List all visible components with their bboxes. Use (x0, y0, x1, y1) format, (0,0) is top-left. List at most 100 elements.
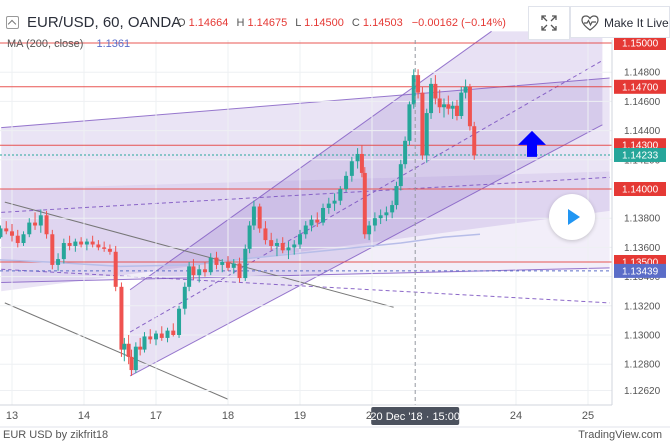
candle (429, 78, 434, 119)
candle-body (243, 248, 248, 279)
candle-body (119, 286, 124, 350)
candle-body (96, 244, 101, 248)
candle (10, 224, 14, 242)
price-axis[interactable]: 1.148001.146001.144001.142001.140001.138… (611, 36, 670, 405)
play-button[interactable] (549, 194, 595, 240)
candle-body (79, 241, 84, 245)
candle (243, 244, 248, 281)
candle-body (472, 126, 477, 156)
price-label: 1.13500 (622, 258, 659, 269)
open-value: 1.14664 (188, 17, 229, 29)
candle-body (10, 231, 14, 236)
candle (472, 121, 477, 160)
collapse-legend-icon[interactable] (6, 16, 19, 29)
candle (38, 209, 43, 233)
candle (433, 75, 438, 105)
low-label: L (295, 17, 302, 29)
candle-body (50, 234, 55, 265)
candle-body (0, 228, 3, 238)
candle-body (73, 241, 78, 246)
price-tick-label: 1.14800 (624, 68, 661, 79)
candle (122, 337, 127, 362)
candle-body (446, 104, 451, 109)
candle (61, 238, 66, 264)
candle-body (450, 105, 455, 109)
candle-body (411, 75, 416, 105)
ma-legend[interactable]: MA (200, close) 1.1361 (7, 38, 130, 50)
candle-body (459, 92, 464, 116)
author-credit[interactable]: EUR USD by zikfrit18 (3, 429, 109, 441)
candle (126, 335, 131, 365)
candle (378, 209, 383, 225)
candle-body (420, 92, 425, 156)
price-tick-label: 1.14600 (624, 97, 661, 108)
candle-body (332, 200, 337, 204)
parallel-channel-wide (1, 78, 610, 292)
tradingview-credit[interactable]: TradingView.com (578, 429, 662, 441)
candle-body (309, 219, 314, 226)
candle-body (220, 262, 225, 265)
candle (247, 221, 252, 254)
candle (102, 241, 107, 252)
candle-body (251, 206, 256, 226)
candle-body (187, 266, 192, 287)
crosshair-time-text: 20 Dec '18 · 15:00 (370, 411, 460, 423)
chart-header: EUR/USD, 60, OANDA O 1.14664 H 1.14675 L… (0, 0, 530, 40)
candle-body (424, 113, 429, 156)
candle (182, 282, 187, 315)
candle-body (372, 218, 377, 226)
candle-body (433, 83, 438, 99)
candle-body (437, 98, 442, 108)
time-tick-label: 14 (78, 410, 90, 422)
candle-body (349, 161, 354, 176)
candle-body (429, 83, 434, 114)
candle-body (237, 263, 242, 279)
candle (44, 210, 49, 239)
fullscreen-button[interactable] (528, 6, 570, 40)
candle (107, 244, 112, 255)
candle (202, 262, 207, 277)
candle (274, 238, 279, 257)
candle (263, 221, 268, 245)
candle-body (384, 212, 389, 216)
candle-body (133, 346, 138, 371)
candle-body (467, 86, 472, 127)
ohlc-values: O 1.14664 H 1.14675 L 1.14500 C 1.14503 … (172, 17, 506, 29)
candle (298, 229, 302, 249)
candle-body (84, 241, 89, 245)
ma-200-line (0, 233, 481, 268)
low-value: 1.14500 (304, 17, 344, 29)
price-label: 1.13439 (622, 266, 659, 277)
candle (90, 235, 95, 248)
candle-body (90, 241, 95, 245)
candle-body (394, 186, 399, 206)
channel-midline (1, 176, 610, 213)
candle (355, 148, 360, 169)
symbol-title[interactable]: EUR/USD, 60, OANDA (27, 14, 182, 31)
candle (171, 323, 176, 337)
candle (191, 259, 196, 280)
candle-body (21, 234, 26, 244)
change-value: −0.00162 (−0.14%) (411, 17, 506, 29)
candle-body (165, 330, 170, 338)
candle (73, 238, 78, 252)
candle (220, 259, 225, 273)
candle-body (197, 269, 202, 276)
candle (50, 229, 55, 270)
candle (344, 171, 349, 192)
candle (349, 156, 354, 182)
candle (437, 89, 442, 114)
candle-body (269, 240, 274, 246)
time-axis[interactable]: 131417181920242520 Dec '18 · 15:00 (0, 404, 670, 428)
candle-body (214, 257, 219, 265)
candle (113, 245, 118, 292)
candle (119, 282, 124, 357)
candle-body (359, 153, 364, 173)
candle (142, 332, 147, 353)
candle-body (154, 333, 158, 340)
make-it-live-button[interactable]: Make It Live (570, 6, 670, 38)
candle-body (403, 140, 408, 165)
candle-body (355, 153, 360, 162)
close-value: 1.14503 (362, 17, 403, 29)
